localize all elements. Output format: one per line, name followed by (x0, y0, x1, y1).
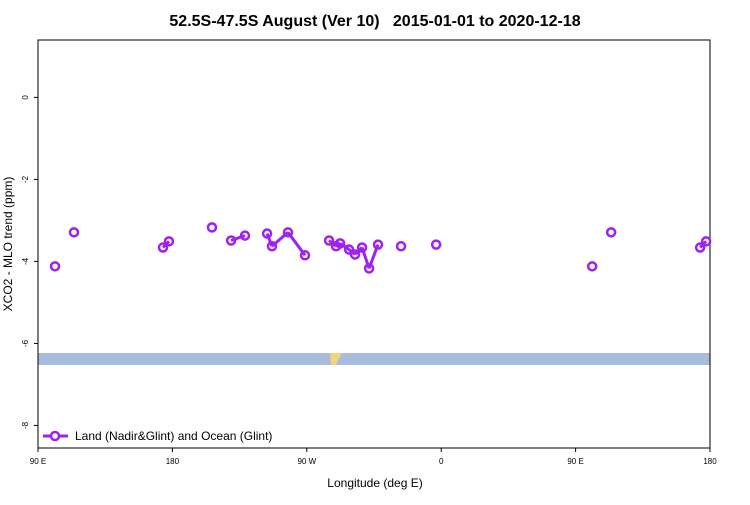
data-point (49, 261, 61, 272)
data-point (372, 239, 384, 250)
data-point (586, 261, 598, 272)
data-point (323, 235, 335, 246)
data-point (343, 244, 355, 255)
x-tick-label: 0 (439, 457, 444, 466)
series-segment (230, 234, 246, 242)
data-point (299, 250, 311, 261)
data-point (206, 222, 218, 233)
data-point (334, 238, 346, 249)
data-point (239, 230, 251, 241)
x-tick-label: 90 E (30, 457, 46, 466)
legend-label: Land (Nadir&Glint) and Ocean (Glint) (75, 429, 272, 443)
chart-title: 52.5S-47.5S August (Ver 10) 2015-01-01 t… (169, 13, 580, 30)
y-tick-label: -6 (21, 339, 30, 347)
land-patch (330, 353, 342, 365)
x-axis-label: Longitude (deg E) (327, 476, 422, 490)
data-point (700, 236, 712, 247)
x-tick-label: 90 E (567, 457, 583, 466)
data-point (157, 242, 169, 253)
y-tick-label: -2 (21, 175, 30, 183)
y-tick-label: -4 (21, 257, 30, 265)
data-point (694, 242, 706, 253)
data-point (266, 241, 278, 252)
data-point (349, 249, 361, 260)
data-point (282, 227, 294, 238)
y-tick-label: -8 (21, 421, 30, 429)
series-segment (339, 242, 350, 251)
data-point (605, 227, 617, 238)
data-point (430, 239, 442, 250)
x-tick-label: 180 (166, 457, 180, 466)
data-point (163, 236, 175, 247)
y-axis-label: XCO2 - MLO trend (ppm) (1, 177, 15, 312)
y-tick-label: 0 (21, 95, 30, 100)
data-point (261, 228, 273, 239)
legend-marker (49, 430, 61, 442)
x-tick-label: 180 (703, 457, 717, 466)
ocean-band (38, 353, 710, 365)
data-point (395, 241, 407, 252)
x-tick-label: 90 W (297, 457, 316, 466)
data-point (356, 242, 368, 253)
data-point (225, 235, 237, 246)
series-segment (265, 233, 274, 247)
data-point (363, 263, 375, 274)
data-point (68, 227, 80, 238)
